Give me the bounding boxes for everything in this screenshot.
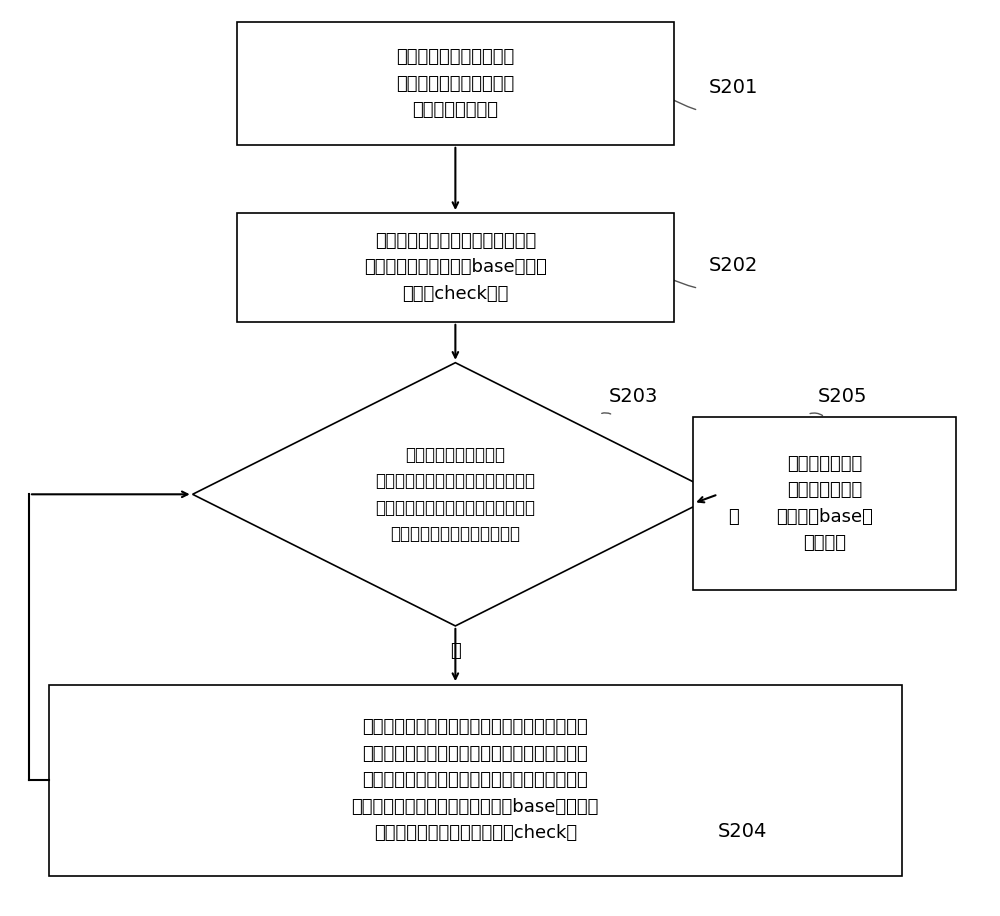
Text: 是: 是 xyxy=(450,642,461,660)
FancyBboxPatch shape xyxy=(49,685,902,876)
Polygon shape xyxy=(193,363,718,626)
Text: 对所有模式关键词中包含
的全部汉字按指定的编码
方式进行汉字编号: 对所有模式关键词中包含 的全部汉字按指定的编码 方式进行汉字编号 xyxy=(396,49,514,119)
Text: S204: S204 xyxy=(718,823,768,842)
FancyBboxPatch shape xyxy=(237,213,674,322)
Text: 将位于所有模式
关键词结尾的结
点对应的base值
设为负值: 将位于所有模式 关键词结尾的结 点对应的base值 设为负值 xyxy=(776,454,873,552)
Text: S205: S205 xyxy=(817,387,867,406)
FancyBboxPatch shape xyxy=(693,417,956,590)
Text: 针对同层内存在直接子结点的结点，按照同层内
结点包含的直接子结点个数由多至少的顺序，根
据各结点的汉字编号以及各结点包含的直接子结
点的汉字编号，确定各结点对应: 针对同层内存在直接子结点的结点，按照同层内 结点包含的直接子结点个数由多至少的顺… xyxy=(352,718,599,842)
Text: S201: S201 xyxy=(708,78,758,97)
Text: 按照从与根结点连接的
第一层结点至叶子结点的顺序，对在
结点集合中的各层结点，确定同层内
任一结点是否存在直接子结点: 按照从与根结点连接的 第一层结点至叶子结点的顺序，对在 结点集合中的各层结点，确… xyxy=(375,446,535,543)
Text: S203: S203 xyxy=(609,387,658,406)
Text: 否: 否 xyxy=(728,507,739,526)
FancyBboxPatch shape xyxy=(237,22,674,145)
Text: S202: S202 xyxy=(708,256,758,275)
Text: 根据结点集合中的结点个数，构建
具有设定长度的初始化base数组和
初始化check数组: 根据结点集合中的结点个数，构建 具有设定长度的初始化base数组和 初始化che… xyxy=(364,232,547,303)
